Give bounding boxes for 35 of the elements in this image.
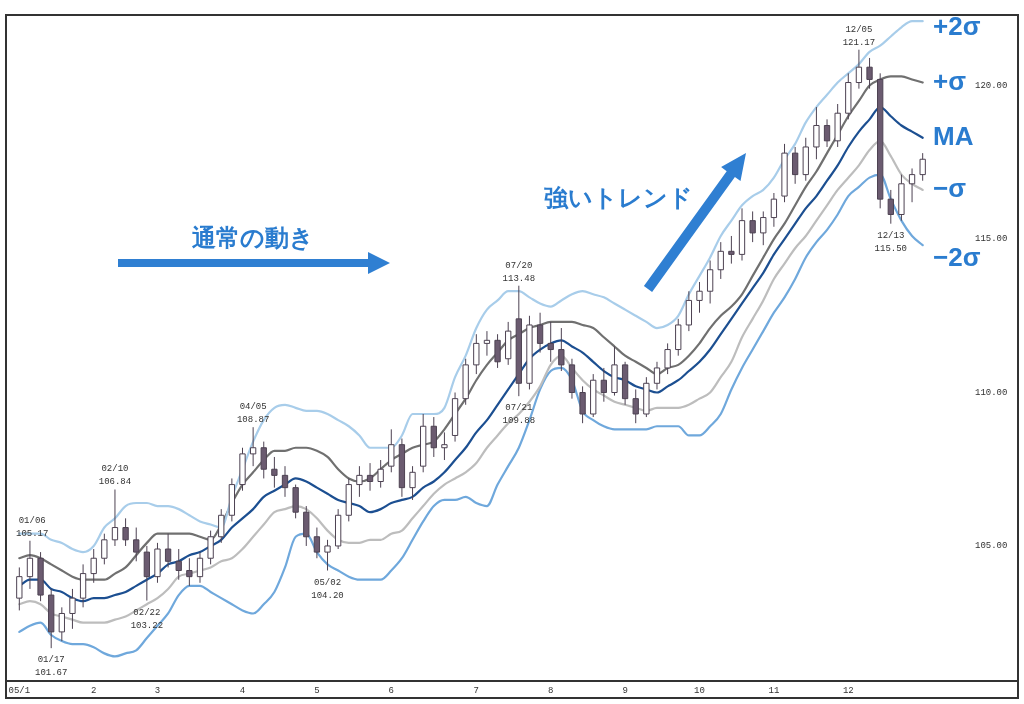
x-tick-label: 05/1 [8, 685, 31, 696]
annotation: 07/20 113.48 [502, 260, 536, 284]
candlestick [898, 174, 905, 222]
series-label: −σ [933, 173, 967, 204]
candlestick [324, 539, 331, 572]
x-tick-label: 12 [842, 685, 854, 696]
annotation: 01/17 101.67 [34, 655, 68, 679]
annotation: 02/10 106.84 [98, 464, 132, 488]
annotation: 12/05 121.17 [842, 24, 876, 48]
x-tick-label: 10 [694, 685, 705, 696]
annotation: 通常の動き [191, 224, 314, 253]
series-label: −2σ [933, 242, 981, 273]
x-tick-label: 6 [388, 685, 394, 696]
candlestick [611, 345, 618, 397]
annotation: 04/05 108.87 [236, 402, 270, 426]
annotation: 05/02 104.20 [311, 577, 344, 601]
x-tick-label: 9 [622, 685, 628, 696]
candlestick [207, 530, 214, 565]
annotation: 強いトレンド [543, 184, 693, 213]
annotation: 12/13 115.50 [874, 230, 908, 254]
x-tick-label: 5 [314, 685, 320, 696]
y-tick-label: 110.00 [975, 387, 1008, 398]
y-tick-label: 105.00 [975, 541, 1008, 552]
series-label: +σ [933, 65, 967, 96]
annotation: 01/06 105.17 [16, 515, 49, 539]
y-tick-label: 120.00 [975, 80, 1008, 91]
y-tick-label: 115.00 [975, 234, 1008, 245]
x-tick-label: 7 [473, 685, 480, 696]
x-tick-label: 2 [91, 685, 97, 696]
x-tick-label: 3 [154, 685, 161, 696]
series-label: MA [933, 120, 974, 151]
x-tick-label: 11 [768, 685, 780, 696]
x-tick-label: 8 [548, 685, 554, 696]
x-tick-label: 4 [239, 685, 246, 696]
series-label: +2σ [933, 11, 981, 42]
